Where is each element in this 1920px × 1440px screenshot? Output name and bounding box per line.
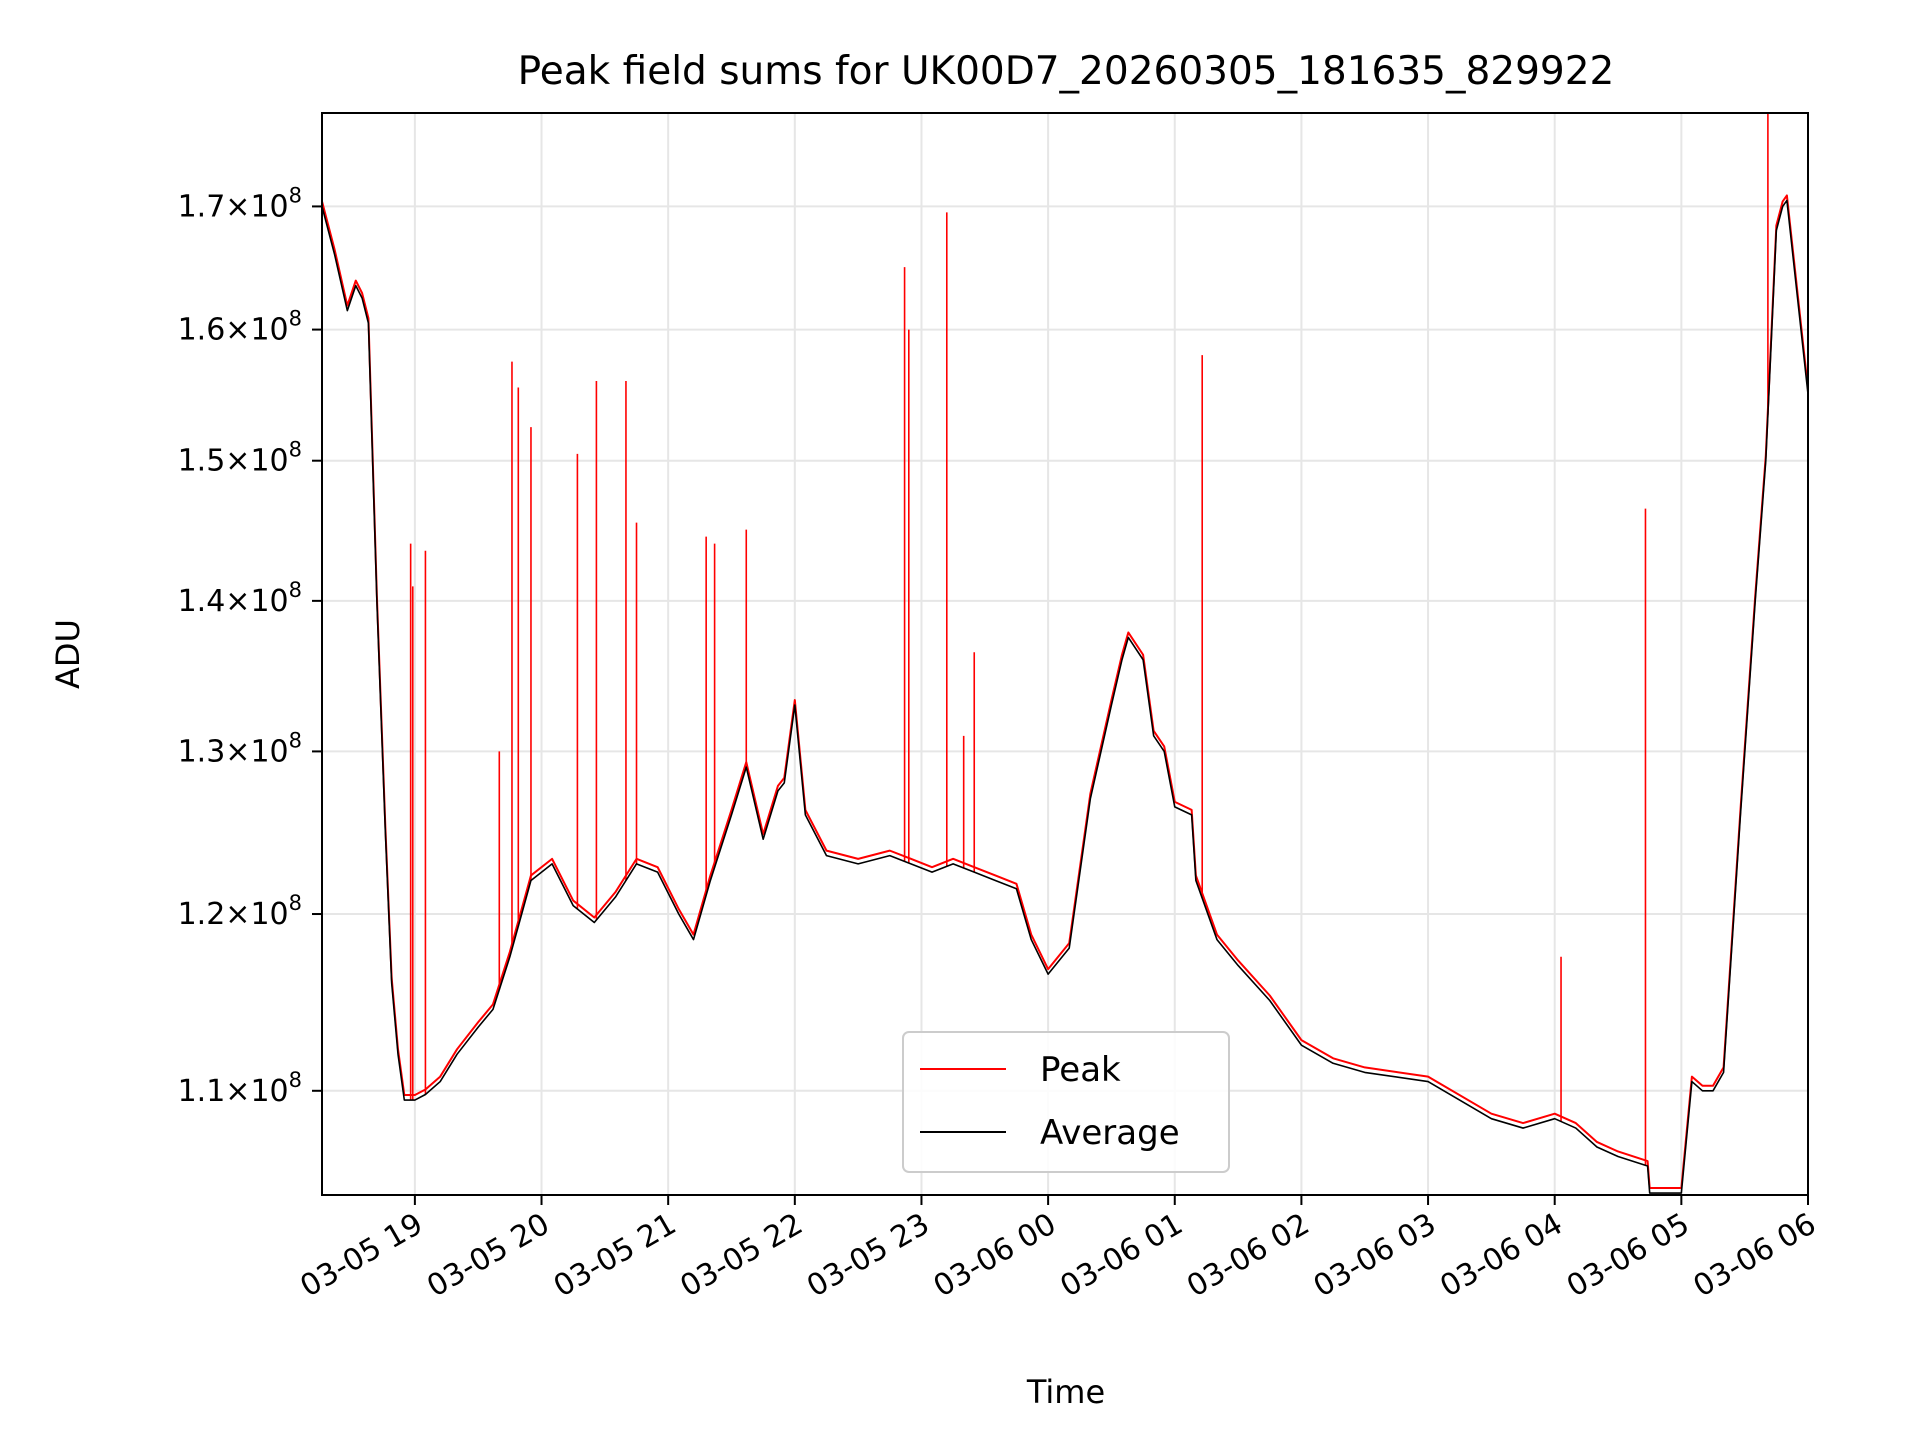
y-tick-label: 1.4×108 bbox=[178, 578, 302, 619]
y-tick-label: 1.5×108 bbox=[178, 438, 302, 479]
plot-frame bbox=[321, 112, 1809, 1196]
y-tick-label: 1.1×108 bbox=[178, 1068, 302, 1109]
legend-average-label: Average bbox=[1040, 1113, 1180, 1153]
legend: Peak Average bbox=[902, 1031, 1230, 1173]
series-layer bbox=[321, 113, 1809, 1194]
x-axis-label: Time bbox=[1026, 1373, 1105, 1411]
y-tick-label: 1.7×108 bbox=[178, 183, 302, 224]
average-series-line bbox=[321, 199, 1809, 1194]
chart-title: Peak field sums for UK00D7_20260305_1816… bbox=[518, 49, 1615, 94]
peak-series-line bbox=[321, 194, 1809, 1190]
legend-peak-label: Peak bbox=[1040, 1050, 1121, 1090]
legend-box bbox=[902, 1031, 1230, 1173]
grid bbox=[322, 113, 1809, 1195]
y-tick-label: 1.6×108 bbox=[178, 307, 302, 348]
y-tick-label: 1.3×108 bbox=[178, 728, 302, 769]
y-tick-label: 1.2×108 bbox=[178, 891, 302, 932]
y-axis-label: ADU bbox=[49, 619, 87, 689]
